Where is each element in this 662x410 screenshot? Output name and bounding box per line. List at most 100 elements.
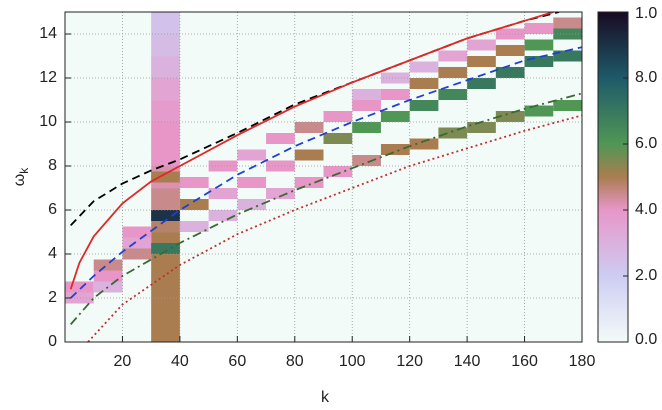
- heat-cell: [409, 61, 439, 73]
- curve: [70, 92, 582, 325]
- heat-cell: [438, 50, 468, 62]
- heat-cell: [151, 144, 180, 167]
- heat-cell: [352, 89, 381, 100]
- heat-cell: [409, 138, 439, 150]
- x-tick-label: 180: [569, 353, 596, 370]
- colorbar: [598, 12, 628, 342]
- y-tick-label: 4: [48, 245, 57, 262]
- heat-cell: [409, 100, 439, 111]
- x-tick-label: 160: [511, 353, 538, 370]
- heat-cell: [352, 100, 381, 111]
- heat-cell: [151, 210, 180, 221]
- heat-cell: [93, 270, 123, 282]
- heat-cell: [294, 149, 324, 161]
- heat-cell: [266, 188, 295, 199]
- heat-cell: [266, 133, 295, 144]
- heat-cell: [438, 67, 468, 78]
- y-tick-label: 6: [48, 201, 57, 218]
- colorbar-tick-label: 2.0: [635, 267, 657, 284]
- heat-cell: [65, 292, 94, 304]
- heat-cell: [495, 45, 525, 56]
- heat-cell: [524, 56, 554, 67]
- heat-cell: [553, 28, 582, 40]
- heat-cell: [208, 188, 238, 199]
- heat-cell: [151, 298, 180, 321]
- heat-cell: [151, 320, 180, 342]
- heat-cell: [151, 276, 180, 299]
- heat-cell: [179, 199, 209, 210]
- heat-cell: [294, 177, 324, 188]
- heat-cell: [208, 210, 238, 221]
- colorbar-tick-label: 0.0: [635, 331, 657, 348]
- heat-cell: [524, 23, 554, 34]
- heat-cell: [65, 281, 94, 293]
- heat-cell: [323, 166, 353, 177]
- x-tick-label: 100: [339, 353, 366, 370]
- x-tick-label: 120: [396, 353, 423, 370]
- x-tick-label: 20: [114, 353, 132, 370]
- y-tick-label: 10: [39, 113, 57, 130]
- x-tick-label: 140: [454, 353, 481, 370]
- colorbar-frame: [597, 11, 629, 343]
- heat-cell: [237, 177, 267, 188]
- y-tick-label: 14: [39, 25, 57, 42]
- heat-cell: [122, 237, 152, 249]
- heat-cell: [151, 56, 180, 79]
- x-tick-label: 40: [171, 353, 189, 370]
- y-axis-label: ωk: [11, 167, 31, 187]
- heat-cell: [237, 149, 267, 161]
- heat-cell: [179, 221, 209, 232]
- heat-cell: [495, 28, 525, 40]
- heat-cell: [151, 100, 180, 123]
- heat-cell: [438, 89, 468, 100]
- heat-cell: [495, 67, 525, 78]
- heat-cell: [495, 111, 525, 122]
- heat-cell: [208, 160, 238, 172]
- curve: [87, 114, 582, 342]
- y-tick-label: 8: [48, 157, 57, 174]
- heat-cell: [380, 111, 410, 122]
- x-tick-label: 80: [286, 353, 304, 370]
- heat-cell: [151, 171, 180, 183]
- x-axis-label: k: [321, 389, 330, 406]
- heat-cell: [237, 199, 267, 210]
- colorbar-tick-label: 6.0: [635, 135, 657, 152]
- curve: [70, 46, 582, 299]
- heat-cell: [553, 17, 582, 29]
- heat-cell: [151, 78, 180, 101]
- y-tick-label: 2: [48, 289, 57, 306]
- heat-cell: [380, 144, 410, 155]
- heat-cell: [438, 127, 468, 139]
- heat-cell: [266, 160, 295, 172]
- heat-cell: [122, 248, 152, 260]
- y-tick-label: 0: [48, 333, 57, 350]
- x-tick-label: 60: [228, 353, 246, 370]
- heat-cell: [524, 39, 554, 51]
- heat-cell: [151, 122, 180, 145]
- heat-cell: [151, 12, 180, 35]
- colorbar-tick-label: 8.0: [635, 69, 657, 86]
- heat-cell: [553, 100, 582, 111]
- colorbar-tick-label: 4.0: [635, 201, 657, 218]
- y-axis-label-sub: k: [17, 167, 31, 174]
- heat-cell: [467, 39, 496, 51]
- heat-cell: [352, 122, 381, 133]
- heat-cell: [323, 133, 353, 144]
- heat-cell: [323, 111, 353, 122]
- curve: [69, 12, 554, 290]
- heat-cell: [380, 89, 410, 100]
- heat-cell: [553, 50, 582, 62]
- heat-cell: [467, 78, 496, 89]
- heat-cell: [352, 155, 381, 166]
- heat-cell: [93, 281, 123, 293]
- heat-cell: [467, 122, 496, 133]
- plot-frame: [64, 11, 583, 343]
- y-axis-label-main: ω: [11, 174, 28, 187]
- colorbar-tick-label: 1.0: [635, 5, 657, 22]
- heat-cell: [93, 259, 123, 271]
- heat-cell: [151, 243, 180, 254]
- heat-cell: [151, 34, 180, 57]
- heat-cell: [467, 56, 496, 67]
- heat-cell: [122, 226, 152, 238]
